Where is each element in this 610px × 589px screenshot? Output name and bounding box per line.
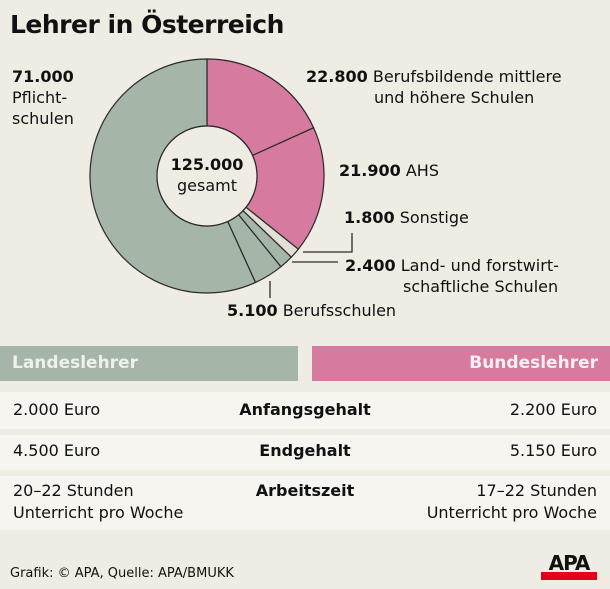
total-value: 125.000 xyxy=(170,155,244,174)
text: Unterricht pro Woche xyxy=(13,503,184,522)
header-bundeslehrer: Bundeslehrer xyxy=(312,346,610,381)
donut-chart xyxy=(89,58,353,298)
donut-hole xyxy=(156,125,258,227)
cell-right: 5.150 Euro xyxy=(509,441,597,460)
value: 2.400 xyxy=(345,256,396,275)
apa-logo-text: APA xyxy=(548,551,591,575)
table-row-arbeitszeit: 20–22 Stunden Unterricht pro Woche Arbei… xyxy=(0,476,610,530)
text: schaftliche Schulen xyxy=(403,277,559,296)
value: 5.100 xyxy=(227,301,278,320)
text: 20–22 Stunden xyxy=(13,481,134,500)
text: Sonstige xyxy=(399,208,469,227)
cell-left: 20–22 Stunden Unterricht pro Woche xyxy=(13,480,183,524)
cell-left: 4.500 Euro xyxy=(13,441,101,460)
total-label: 125.000 gesamt xyxy=(157,154,257,196)
text: schulen xyxy=(12,109,74,128)
cell-left: 2.000 Euro xyxy=(13,400,101,419)
value: 71.000 xyxy=(12,67,74,86)
source-credit: Grafik: © APA, Quelle: APA/BMUKK xyxy=(10,566,234,581)
cell-right: 17–22 Stunden Unterricht pro Woche xyxy=(427,480,597,524)
apa-logo: APA xyxy=(541,551,597,580)
label-bmhs: 22.800 Berufsbildende mittlere und höher… xyxy=(306,66,562,108)
label-ahs: 21.900 AHS xyxy=(339,160,439,181)
text: Berufsschulen xyxy=(282,301,397,320)
row-label: Arbeitszeit xyxy=(255,481,355,500)
label-sonstige: 1.800 Sonstige xyxy=(344,207,469,228)
cell-right: 2.200 Euro xyxy=(509,400,597,419)
text: 17–22 Stunden xyxy=(476,481,597,500)
label-berufsschulen: 5.100 Berufsschulen xyxy=(227,300,396,321)
table-row-endgehalt: 4.500 Euro Endgehalt 5.150 Euro xyxy=(0,435,610,470)
text: Land- und forstwirt- xyxy=(400,256,559,275)
total-text: gesamt xyxy=(177,176,237,195)
table-row-anfangsgehalt: 2.000 Euro Anfangsgehalt 2.200 Euro xyxy=(0,392,610,429)
leader-sonstige xyxy=(303,233,353,253)
label-pflichtschulen: 71.000 Pflicht- schulen xyxy=(12,66,74,129)
header-landeslehrer: Landeslehrer xyxy=(0,346,298,381)
value: 1.800 xyxy=(344,208,395,227)
leader-lines xyxy=(269,233,353,298)
text: AHS xyxy=(405,161,439,180)
text: Berufsbildende mittlere xyxy=(372,67,562,86)
row-label: Endgehalt xyxy=(259,441,351,460)
row-label: Anfangsgehalt xyxy=(239,400,371,419)
text: Pflicht- xyxy=(12,88,68,107)
chart-title: Lehrer in Österreich xyxy=(10,10,284,39)
text: und höhere Schulen xyxy=(374,88,535,107)
value: 22.800 xyxy=(306,67,368,86)
text: Unterricht pro Woche xyxy=(426,503,597,522)
apa-logo-bar xyxy=(541,572,597,580)
label-land: 2.400 Land- und forstwirt- schaftliche S… xyxy=(345,255,559,297)
value: 21.900 xyxy=(339,161,401,180)
